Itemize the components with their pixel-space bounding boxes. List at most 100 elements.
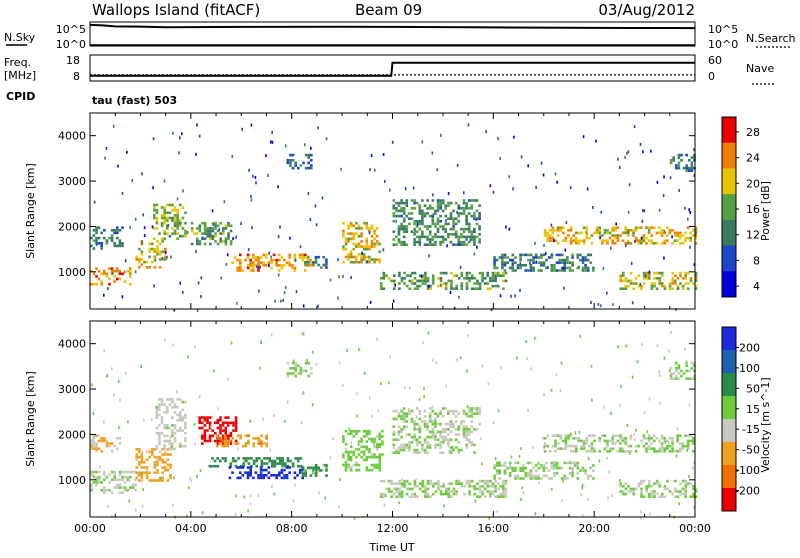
- data-cell: [90, 488, 93, 492]
- data-cell: [493, 266, 496, 270]
- data-cell: [679, 271, 682, 275]
- data-cell: [593, 434, 596, 437]
- data-cell: [454, 235, 458, 239]
- colorbar-swatch: [722, 168, 736, 195]
- data-cell: [131, 486, 135, 489]
- data-cell: [457, 482, 461, 485]
- station-title: Wallops Island (fitACF): [92, 1, 260, 19]
- data-cell: [470, 443, 474, 447]
- data-cell: [454, 420, 458, 423]
- noise-cell: [173, 308, 176, 312]
- data-cell: [478, 204, 481, 207]
- noise-cell: [170, 255, 172, 259]
- noise-cell: [404, 187, 407, 191]
- data-cell: [398, 271, 401, 275]
- data-cell: [549, 234, 552, 237]
- data-cell: [532, 256, 535, 259]
- data-cell: [227, 221, 230, 225]
- power-data-cells: [90, 123, 698, 312]
- data-cell: [368, 455, 371, 459]
- data-cell: [155, 447, 159, 451]
- data-cell: [227, 434, 230, 438]
- data-cell: [624, 487, 628, 491]
- noise-cell: [141, 505, 144, 509]
- data-cell: [584, 269, 587, 272]
- data-cell: [306, 264, 310, 267]
- data-cell: [219, 416, 222, 419]
- data-cell: [668, 229, 672, 232]
- data-cell: [431, 277, 435, 280]
- noise-cell: [615, 222, 617, 226]
- data-cell: [97, 226, 101, 229]
- data-cell: [173, 447, 177, 451]
- data-cell: [138, 455, 141, 459]
- freq-unit: [MHz]: [4, 69, 36, 82]
- data-cell: [428, 230, 432, 233]
- data-cell: [365, 255, 369, 259]
- data-cell: [166, 211, 169, 215]
- noise-cell: [218, 228, 221, 232]
- data-cell: [227, 237, 230, 241]
- data-cell: [547, 256, 551, 259]
- data-cell: [116, 269, 119, 273]
- data-cell: [100, 280, 103, 283]
- noise-cell: [693, 174, 696, 178]
- data-cell: [653, 277, 656, 280]
- data-cell: [234, 424, 238, 427]
- data-cell: [529, 269, 533, 272]
- data-cell: [470, 412, 474, 415]
- data-cell: [263, 462, 266, 465]
- noise-cell: [198, 395, 201, 399]
- data-cell: [645, 274, 648, 277]
- data-cell: [362, 255, 366, 259]
- data-cell: [439, 279, 443, 283]
- data-cell: [467, 409, 471, 413]
- data-cell: [110, 442, 114, 445]
- noise-cell: [446, 244, 448, 248]
- data-cell: [426, 243, 429, 246]
- data-cell: [684, 487, 687, 491]
- data-cell: [449, 438, 453, 441]
- data-cell: [145, 471, 149, 474]
- data-cell: [556, 242, 560, 245]
- data-cell: [198, 421, 201, 425]
- noise-cell: [556, 180, 558, 184]
- data-cell: [171, 203, 174, 207]
- data-cell: [301, 468, 304, 472]
- data-cell: [449, 425, 453, 428]
- noise-cell: [625, 344, 627, 348]
- data-cell: [689, 279, 693, 283]
- data-cell: [571, 472, 574, 475]
- data-cell: [622, 274, 625, 277]
- data-cell: [90, 442, 93, 445]
- data-cell: [611, 242, 614, 245]
- data-cell: [413, 438, 416, 441]
- data-cell: [450, 279, 453, 283]
- data-cell: [108, 481, 111, 484]
- data-cell: [428, 415, 432, 418]
- data-cell: [463, 277, 466, 280]
- data-cell: [676, 495, 680, 498]
- data-cell: [647, 239, 651, 242]
- data-cell: [402, 443, 406, 447]
- data-cell: [416, 485, 419, 488]
- data-cell: [558, 258, 561, 262]
- data-cell: [123, 475, 127, 479]
- data-cell: [307, 361, 310, 365]
- data-cell: [532, 258, 535, 262]
- noise-cell: [124, 259, 127, 263]
- data-cell: [622, 492, 625, 496]
- data-cell: [415, 240, 419, 244]
- data-cell: [434, 446, 437, 449]
- data-cell: [116, 236, 119, 240]
- data-cell: [203, 221, 207, 225]
- data-cell: [198, 416, 201, 419]
- noise-cell: [368, 231, 371, 235]
- data-cell: [447, 482, 451, 485]
- data-cell: [424, 487, 427, 491]
- data-cell: [483, 479, 487, 483]
- data-cell: [181, 234, 185, 238]
- data-cell: [564, 437, 568, 440]
- data-cell: [252, 476, 255, 480]
- data-cell: [421, 446, 424, 449]
